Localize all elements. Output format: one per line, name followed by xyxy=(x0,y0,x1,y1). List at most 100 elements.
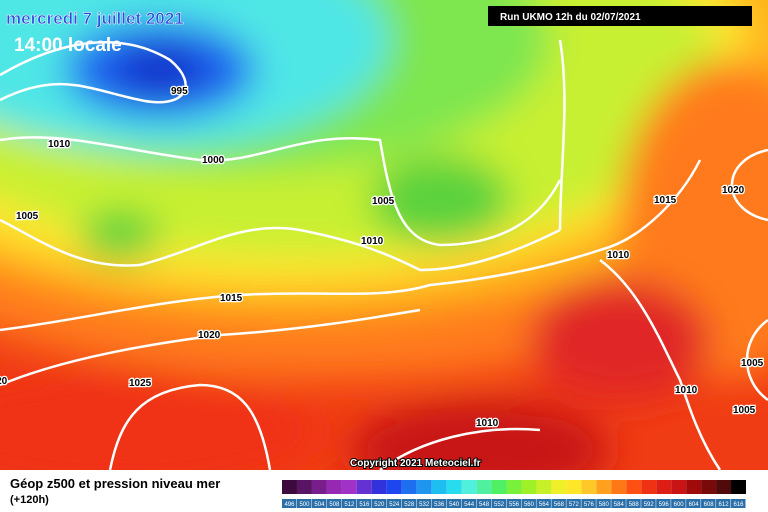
scale-swatch xyxy=(371,480,387,494)
copyright: Copyright 2021 Meteociel.fr xyxy=(350,458,481,469)
field xyxy=(0,0,768,470)
scale-label-bg xyxy=(596,499,611,508)
scale-label: 608 xyxy=(704,502,715,508)
scale-label: 532 xyxy=(419,502,430,508)
scale-swatch xyxy=(566,480,582,494)
scale-label: 544 xyxy=(464,502,475,508)
isobar-label: 1005 xyxy=(372,196,395,207)
run: Run UKMO 12h du 02/07/2021 xyxy=(500,12,641,23)
scale-label-bg xyxy=(506,499,521,508)
scale-label-bg xyxy=(446,499,462,508)
scale-swatch xyxy=(341,480,357,494)
scale-label: 572 xyxy=(569,502,580,508)
isobar-label: 1025 xyxy=(129,378,152,389)
scale-swatch xyxy=(536,480,552,494)
scale-label: 568 xyxy=(554,502,565,508)
scale-label: 520 xyxy=(374,502,385,508)
scale-label-bg xyxy=(686,499,701,508)
isobar-label: 1015 xyxy=(654,195,677,206)
scale-swatch xyxy=(611,480,627,494)
scale-label-bg xyxy=(551,499,566,508)
scale-label-bg xyxy=(536,499,551,508)
scale-label: 588 xyxy=(629,502,640,508)
scale-swatch xyxy=(476,480,492,494)
time: 14:00 locale xyxy=(14,35,122,56)
isobar-label: 1000 xyxy=(202,155,225,166)
isobar-label: 1010 xyxy=(675,385,698,396)
scale-swatch xyxy=(506,480,522,494)
scale-label: 556 xyxy=(509,502,520,508)
isobar-label: 1010 xyxy=(607,250,630,261)
scale-swatch xyxy=(461,480,477,494)
scale-swatch xyxy=(311,480,327,494)
scale-label: 504 xyxy=(314,502,325,508)
scale-label-bg xyxy=(401,499,417,508)
scale-swatch xyxy=(386,480,402,494)
scale-label: 536 xyxy=(434,502,445,508)
scale-swatch xyxy=(701,480,717,494)
scale-label-bg xyxy=(326,499,342,508)
scale-label-bg xyxy=(311,499,327,508)
scale-swatch xyxy=(401,480,417,494)
scale-swatch xyxy=(521,480,537,494)
scale-label-bg xyxy=(731,499,746,508)
scale-swatch xyxy=(326,480,342,494)
scale-label: 508 xyxy=(329,502,340,508)
scale-label: 496 xyxy=(284,502,295,508)
scale-label-bg xyxy=(282,499,297,508)
scale-label-bg xyxy=(701,499,716,508)
scale-label: 548 xyxy=(479,502,490,508)
scale-swatch xyxy=(731,480,746,494)
scale-label: 512 xyxy=(344,502,355,508)
scale-label: 552 xyxy=(494,502,505,508)
scale-swatch xyxy=(551,480,567,494)
scale-swatch xyxy=(716,480,732,494)
scale-label: 524 xyxy=(389,502,400,508)
scale-swatch xyxy=(671,480,687,494)
scale-label: 528 xyxy=(404,502,415,508)
scale-swatch xyxy=(596,480,612,494)
legend-subtitle: (+120h) xyxy=(10,494,49,506)
scale-label-bg xyxy=(356,499,372,508)
scale-label-bg xyxy=(296,499,312,508)
scale-label-bg xyxy=(461,499,477,508)
scale-swatch xyxy=(296,480,312,494)
scale-swatch xyxy=(416,480,432,494)
scale-label: 516 xyxy=(359,502,370,508)
isobars xyxy=(0,39,768,470)
scale-label-bg xyxy=(431,499,447,508)
scale-label: 612 xyxy=(719,502,730,508)
scale-label: 584 xyxy=(614,502,625,508)
scale-swatch xyxy=(491,480,507,494)
isobar-label: 1010 xyxy=(361,236,384,247)
scale-label-bg xyxy=(566,499,581,508)
scale-label: 560 xyxy=(524,502,535,508)
scale-label-bg xyxy=(671,499,686,508)
isobar-label: 1005 xyxy=(733,405,756,416)
scale-swatch xyxy=(356,480,372,494)
scale-swatch xyxy=(656,480,672,494)
scale-label: 580 xyxy=(599,502,610,508)
scale-label: 600 xyxy=(674,502,685,508)
scale-label-bg xyxy=(581,499,596,508)
isobar-label: 1005 xyxy=(741,358,764,369)
scale-label: 616 xyxy=(734,502,745,508)
scale-swatch xyxy=(686,480,702,494)
scale-swatch xyxy=(446,480,462,494)
scale-swatch xyxy=(431,480,447,494)
isobar-label: 1010 xyxy=(48,139,71,150)
scale-swatch xyxy=(641,480,657,494)
isobar-label: 1020 xyxy=(722,185,745,196)
isobar-label: 1020 xyxy=(0,376,8,387)
isobar-label: 1020 xyxy=(198,330,221,341)
isobar-label: 1010 xyxy=(476,418,499,429)
scale-label: 596 xyxy=(659,502,670,508)
scale-swatch xyxy=(581,480,597,494)
isobar-label: 1015 xyxy=(220,293,243,304)
scale-label: 564 xyxy=(539,502,550,508)
scale-swatch xyxy=(626,480,642,494)
scale-label-bg xyxy=(656,499,671,508)
scale-label-bg xyxy=(491,499,507,508)
legend-title: Géop z500 et pression niveau mer xyxy=(10,476,220,491)
